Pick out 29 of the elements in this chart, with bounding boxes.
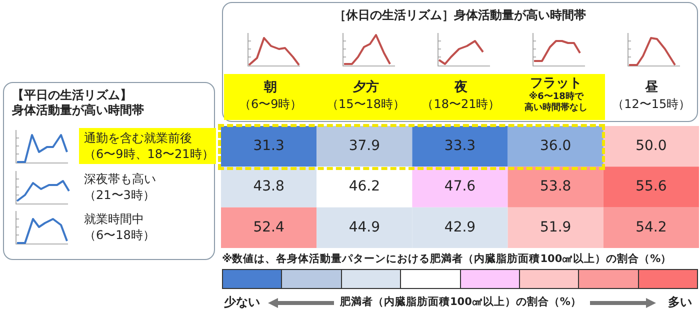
x-tick-label: 夕方（15〜18時） xyxy=(326,80,406,112)
data-label: 31.3 xyxy=(253,138,284,154)
data-label: 52.4 xyxy=(253,219,284,236)
data-label: 37.9 xyxy=(348,138,380,154)
x-tick-label: 夜（18〜21時） xyxy=(420,80,502,112)
data-label: 42.9 xyxy=(444,219,476,236)
data-label: 50.0 xyxy=(636,138,667,154)
text: 少ない xyxy=(224,294,260,311)
x-tick-label: フラット※6〜18時で高い時間帯なし xyxy=(524,76,589,114)
y-tick-label: 深夜帯も高い（21〜3時） xyxy=(84,170,156,203)
text: 肥満者（内臓脂肪面積100㎠以上）の割合（%） xyxy=(340,295,582,309)
data-label: 51.9 xyxy=(540,219,572,236)
x-tick-label: 朝（6〜9時） xyxy=(238,80,304,112)
data-label: 44.9 xyxy=(348,219,380,236)
y-tick-label: 通勤を含む就業前後（6〜9時、18〜21時） xyxy=(84,130,214,162)
data-label: 43.8 xyxy=(253,178,284,195)
text: 多い xyxy=(668,294,692,311)
data-label: 46.2 xyxy=(348,178,380,195)
data-label: 55.6 xyxy=(636,178,667,195)
data-label: 53.8 xyxy=(540,178,572,195)
data-label: 47.6 xyxy=(444,178,476,195)
x-axis-title: ［休日の生活リズム］身体活動量が高い時間帯 xyxy=(333,8,587,23)
y-tick-label: 就業時間中（6〜18時） xyxy=(84,211,155,244)
text: ※数値は、各身体活動量パターンにおける肥満者（内臓脂肪面積100㎠以上）の割合（%） xyxy=(222,252,672,266)
data-label: 33.3 xyxy=(444,138,476,154)
x-tick-label: 昼（12〜15時） xyxy=(611,80,692,112)
data-label: 54.2 xyxy=(636,219,667,236)
y-axis-title: 【平日の生活リズム】身体活動量が高い時間帯 xyxy=(12,88,144,118)
data-label: 36.0 xyxy=(540,138,572,154)
